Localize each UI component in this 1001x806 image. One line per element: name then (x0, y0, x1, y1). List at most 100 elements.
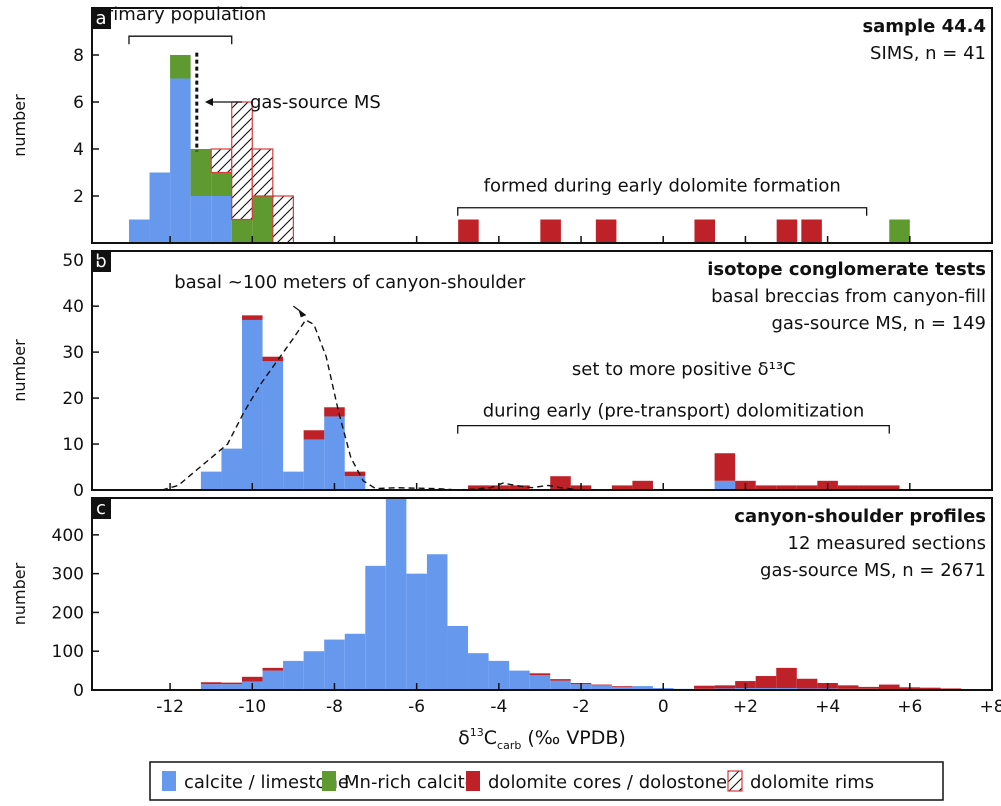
bar-calcite (303, 439, 325, 490)
bar-calcite (262, 670, 284, 690)
bar-calcite (714, 480, 736, 490)
bar-dolomite (242, 676, 263, 682)
legend-swatch-dolomite (466, 771, 480, 791)
annotation: primary population (94, 4, 266, 25)
bar-calcite (324, 639, 345, 690)
series-calcite (200, 319, 736, 490)
bar-dolomite (611, 485, 633, 490)
bar-dolomite (878, 684, 900, 690)
bracket (457, 425, 890, 434)
bar-calcite (128, 219, 150, 243)
bar-calcite (344, 633, 366, 690)
annotation: basal ~100 meters of canyon-shoulder (174, 272, 526, 293)
bar-calcite (591, 685, 612, 690)
bar-mn_calcite (211, 172, 232, 196)
bar-dolomite (591, 684, 612, 686)
bracket (457, 207, 868, 216)
bar-calcite (200, 471, 222, 490)
bar-calcite (242, 319, 263, 490)
bar-calcite (529, 675, 551, 690)
x-tick-label: -6 (408, 697, 425, 717)
bar-dolomite (324, 407, 345, 417)
bar-dolomite (344, 471, 366, 477)
panel-frame (91, 7, 993, 244)
x-axis-label-part: (‰ VPDB) (521, 727, 626, 749)
panel-letter-box (91, 7, 111, 29)
bar-dolomite (858, 485, 879, 490)
bar-calcite (221, 448, 242, 490)
bar-calcite (149, 172, 171, 243)
arrow-head (298, 310, 306, 318)
bar-dolomite (801, 219, 822, 243)
panel-c: canyon-shoulder profiles 12 measured sect… (10, 497, 993, 701)
bar-dolomite (550, 476, 571, 490)
y-axis-label: number (10, 562, 29, 625)
bar-calcite (550, 680, 571, 690)
bar-calcite (211, 196, 232, 243)
series-rims (210, 101, 294, 244)
panel-letter-box (91, 250, 111, 272)
y-axis-label: number (10, 339, 29, 402)
arrow-line (293, 305, 307, 316)
panel-letter-box (91, 497, 111, 519)
bar-rims (251, 148, 274, 197)
bar-calcite (385, 498, 407, 690)
bar-dolomite (262, 356, 284, 362)
bar-dolomite (714, 685, 736, 689)
bar-calcite (365, 565, 386, 690)
y-tick-label: 30 (62, 343, 84, 363)
panel-frame (91, 497, 993, 691)
bar-dolomite (776, 667, 797, 689)
bar-dolomite (920, 687, 941, 690)
y-tick-label: 300 (52, 565, 84, 585)
panel-subtitle: gas-source MS, n = 149 (771, 313, 986, 334)
bar-calcite (488, 660, 510, 690)
bar-calcite (468, 653, 489, 690)
bar-calcite (283, 660, 304, 690)
x-tick-label: +6 (897, 697, 922, 717)
bar-calcite (426, 554, 448, 690)
bar-calcite (170, 78, 191, 243)
x-tick-label: 0 (658, 697, 669, 717)
x-tick-label: -10 (238, 697, 266, 717)
x-axis-label-part: C (484, 727, 497, 749)
y-tick-label: 0 (73, 481, 84, 501)
x-tick-label: +2 (733, 697, 758, 717)
annotation: during early (pre-transport) dolomitizat… (483, 400, 865, 421)
panel-subtitle: 12 measured sections (788, 533, 986, 554)
panel-letter: a (95, 8, 106, 29)
annotation: gas-source MS (250, 92, 381, 113)
bar-calcite (200, 684, 222, 690)
bar-calcite (632, 686, 653, 690)
panel-frame (91, 250, 993, 491)
bar-dolomite (694, 685, 715, 689)
legend-swatch-rims (727, 770, 743, 792)
bar-dolomite (796, 485, 818, 490)
bar-rims (272, 195, 294, 244)
bar-dolomite (595, 219, 617, 243)
series-calcite (128, 78, 232, 243)
bar-calcite (303, 651, 325, 690)
x-axis-label: δ13Ccarb (‰ VPDB) (458, 726, 626, 752)
y-tick-label: 40 (62, 297, 84, 317)
arrow-head (205, 98, 214, 106)
bar-dolomite (632, 480, 653, 490)
bar-dolomite (694, 219, 716, 243)
bar-calcite (221, 684, 242, 690)
bar-dolomite (776, 485, 797, 490)
bar-dolomite (858, 686, 879, 689)
bar-mn_calcite (889, 219, 910, 243)
x-tick-label: -8 (326, 697, 343, 717)
bar-dolomite (796, 678, 818, 689)
bar-calcite (611, 686, 633, 690)
bar-calcite (344, 476, 366, 490)
bar-dolomite (837, 685, 859, 689)
legend-label: dolomite cores / dolostones (488, 772, 736, 793)
legend-label: calcite / limestone (184, 772, 349, 793)
panel-title: isotope conglomerate tests (707, 259, 986, 280)
bar-dolomite (837, 485, 859, 490)
bar-dolomite (303, 430, 325, 440)
bar-dolomite (755, 485, 777, 490)
legend-swatch-mn_calcite (322, 771, 336, 791)
